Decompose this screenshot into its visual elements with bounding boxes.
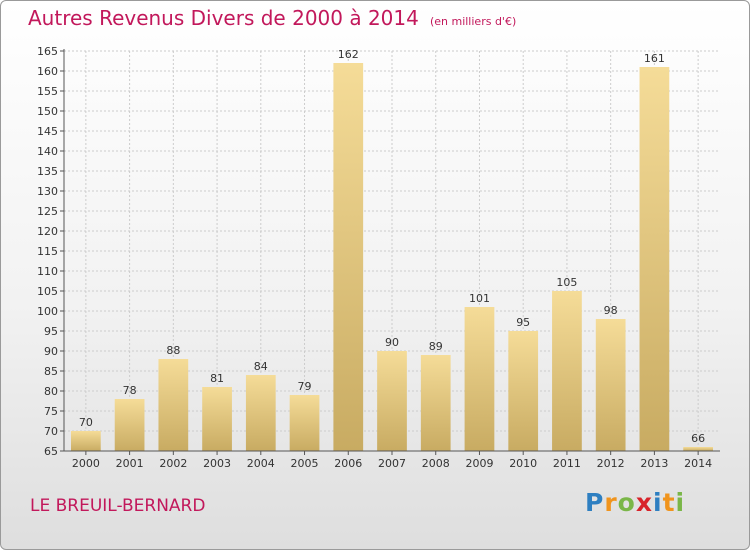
title-text: Autres Revenus Divers de 2000 à 2014 (28, 6, 419, 30)
bar (202, 387, 232, 451)
bar (683, 447, 714, 451)
x-tick-label: 2008 (422, 457, 450, 470)
x-tick-label: 2014 (684, 457, 712, 470)
x-tick-label: 2005 (291, 457, 319, 470)
y-tick-label: 90 (44, 345, 58, 358)
y-tick-label: 125 (37, 205, 58, 218)
value-label: 84 (254, 360, 268, 373)
value-label: 88 (166, 344, 180, 357)
y-tick-label: 145 (37, 125, 58, 138)
bar (70, 431, 101, 451)
y-tick-label: 160 (37, 65, 58, 78)
bar (289, 395, 320, 451)
chart-title: Autres Revenus Divers de 2000 à 2014 (en… (28, 6, 516, 30)
bar (333, 63, 364, 451)
y-tick-label: 110 (37, 265, 58, 278)
bar (639, 67, 670, 451)
y-tick-label: 80 (44, 385, 58, 398)
value-label: 162 (338, 48, 359, 61)
value-label: 78 (123, 384, 137, 397)
bar (595, 319, 626, 451)
value-label: 105 (556, 276, 577, 289)
y-tick-label: 150 (37, 105, 58, 118)
value-label: 95 (516, 316, 530, 329)
value-label: 79 (298, 380, 312, 393)
bar (420, 355, 451, 451)
value-label: 161 (644, 52, 665, 65)
title-unit: (en milliers d'€) (429, 15, 517, 28)
value-label: 98 (604, 304, 618, 317)
value-label: 90 (385, 336, 399, 349)
y-tick-label: 120 (37, 225, 58, 238)
x-tick-label: 2000 (72, 457, 100, 470)
bar (508, 331, 539, 451)
bar (552, 291, 582, 451)
y-tick-label: 95 (44, 325, 58, 338)
y-tick-label: 105 (37, 285, 58, 298)
value-label: 81 (210, 372, 224, 385)
y-tick-label: 65 (44, 445, 58, 458)
y-tick-label: 130 (37, 185, 58, 198)
x-tick-label: 2012 (597, 457, 625, 470)
value-label: 66 (691, 432, 705, 445)
y-tick-label: 135 (37, 165, 58, 178)
x-tick-label: 2006 (334, 457, 362, 470)
y-tick-label: 75 (44, 405, 58, 418)
x-tick-label: 2009 (465, 457, 493, 470)
x-tick-label: 2002 (159, 457, 187, 470)
y-tick-label: 85 (44, 365, 58, 378)
x-tick-label: 2010 (509, 457, 537, 470)
commune-name: LE BREUIL-BERNARD (30, 496, 206, 516)
y-tick-label: 115 (37, 245, 58, 258)
x-tick-label: 2004 (247, 457, 275, 470)
y-tick-label: 100 (37, 305, 58, 318)
x-tick-label: 2007 (378, 457, 406, 470)
x-tick-label: 2003 (203, 457, 231, 470)
y-tick-label: 155 (37, 85, 58, 98)
x-tick-label: 2001 (116, 457, 144, 470)
bars (70, 63, 714, 451)
y-tick-label: 140 (37, 145, 58, 158)
y-tick-label: 165 (37, 45, 58, 58)
bar (464, 307, 495, 451)
x-tick-label: 2013 (640, 457, 668, 470)
value-label: 89 (429, 340, 443, 353)
bar (114, 399, 145, 451)
value-labels: 70 78 88 81 84 79 162 90 89 101 95 105 98 161 66 (79, 48, 705, 445)
value-label: 101 (469, 292, 490, 305)
value-label: 70 (79, 416, 93, 429)
bar (158, 359, 189, 451)
axes: 65 70 75 80 85 90 95 100 105 110 115 120 125 130 135 14… (37, 45, 720, 470)
x-tick-label: 2011 (553, 457, 581, 470)
y-tick-label: 70 (44, 425, 58, 438)
bar (377, 351, 407, 451)
proxiti-logo: Proxiti (585, 488, 686, 517)
bar (245, 375, 276, 451)
